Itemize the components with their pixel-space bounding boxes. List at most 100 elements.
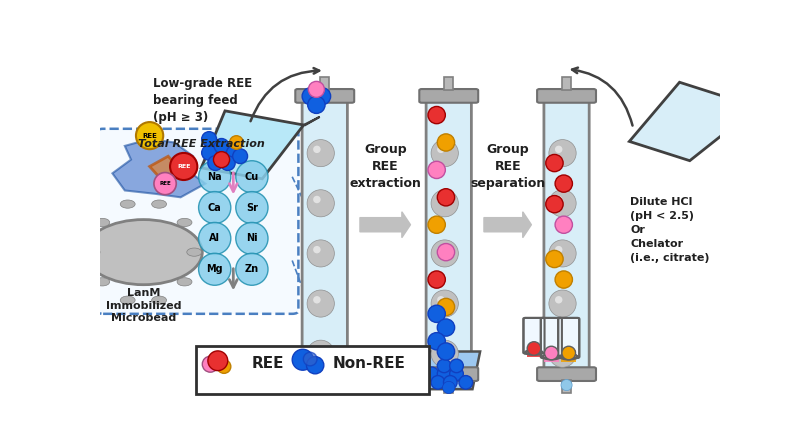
FancyBboxPatch shape xyxy=(558,318,579,358)
Ellipse shape xyxy=(562,346,575,360)
Ellipse shape xyxy=(549,290,576,317)
Ellipse shape xyxy=(438,189,454,206)
Bar xyxy=(445,77,453,90)
Ellipse shape xyxy=(425,367,438,380)
Ellipse shape xyxy=(431,340,458,367)
Text: Sr: Sr xyxy=(246,202,258,213)
Ellipse shape xyxy=(236,161,268,193)
Ellipse shape xyxy=(555,296,562,303)
Bar xyxy=(445,380,453,392)
Ellipse shape xyxy=(431,140,458,167)
Ellipse shape xyxy=(307,290,334,317)
Ellipse shape xyxy=(214,138,229,154)
Ellipse shape xyxy=(546,195,563,213)
Bar xyxy=(321,77,329,90)
Ellipse shape xyxy=(307,340,334,367)
Ellipse shape xyxy=(561,380,572,391)
Ellipse shape xyxy=(202,132,217,146)
Text: Non-REE: Non-REE xyxy=(333,356,406,371)
Ellipse shape xyxy=(306,356,324,374)
Ellipse shape xyxy=(198,222,231,255)
Ellipse shape xyxy=(555,146,562,153)
Ellipse shape xyxy=(438,343,454,360)
Ellipse shape xyxy=(437,346,445,354)
Ellipse shape xyxy=(542,354,560,360)
Text: REE: REE xyxy=(159,181,171,186)
FancyBboxPatch shape xyxy=(537,89,596,103)
Circle shape xyxy=(186,248,202,256)
Text: Group
REE
separation: Group REE separation xyxy=(470,143,546,190)
Ellipse shape xyxy=(233,149,247,164)
Ellipse shape xyxy=(313,296,321,303)
Ellipse shape xyxy=(302,88,319,105)
Ellipse shape xyxy=(217,360,231,373)
Text: Al: Al xyxy=(210,234,220,243)
Ellipse shape xyxy=(555,271,573,288)
Circle shape xyxy=(95,218,110,227)
Ellipse shape xyxy=(303,352,317,366)
Text: Zn: Zn xyxy=(245,264,259,274)
Ellipse shape xyxy=(549,140,576,167)
Ellipse shape xyxy=(313,196,321,203)
Circle shape xyxy=(120,296,135,304)
Ellipse shape xyxy=(230,136,243,149)
Ellipse shape xyxy=(428,216,446,233)
Ellipse shape xyxy=(428,305,446,323)
Ellipse shape xyxy=(545,346,558,360)
Circle shape xyxy=(177,218,192,227)
Ellipse shape xyxy=(442,381,455,394)
FancyBboxPatch shape xyxy=(426,100,471,370)
Polygon shape xyxy=(304,117,320,125)
Ellipse shape xyxy=(428,161,446,178)
Text: Low-grade REE
bearing feed
(pH ≥ 3): Low-grade REE bearing feed (pH ≥ 3) xyxy=(153,77,252,125)
Ellipse shape xyxy=(549,190,576,217)
FancyBboxPatch shape xyxy=(419,367,478,381)
Ellipse shape xyxy=(236,222,268,255)
Circle shape xyxy=(95,278,110,286)
FancyBboxPatch shape xyxy=(196,346,429,394)
Circle shape xyxy=(85,219,202,285)
Circle shape xyxy=(177,278,192,286)
FancyBboxPatch shape xyxy=(295,367,354,381)
Ellipse shape xyxy=(202,146,217,160)
Ellipse shape xyxy=(208,156,222,170)
Text: Na: Na xyxy=(207,172,222,182)
Polygon shape xyxy=(150,156,181,180)
Ellipse shape xyxy=(136,122,163,149)
Ellipse shape xyxy=(198,161,231,193)
Ellipse shape xyxy=(314,88,330,105)
Ellipse shape xyxy=(437,196,445,203)
Ellipse shape xyxy=(438,359,451,372)
Ellipse shape xyxy=(307,140,334,167)
Bar xyxy=(526,346,542,357)
Polygon shape xyxy=(412,352,480,389)
Ellipse shape xyxy=(527,342,541,355)
Bar xyxy=(562,380,571,392)
FancyBboxPatch shape xyxy=(544,100,589,370)
Text: REE: REE xyxy=(142,133,157,139)
Ellipse shape xyxy=(438,319,454,336)
Ellipse shape xyxy=(154,173,176,195)
Ellipse shape xyxy=(202,356,218,372)
Ellipse shape xyxy=(198,192,231,223)
Ellipse shape xyxy=(555,346,562,354)
FancyBboxPatch shape xyxy=(523,318,545,353)
Ellipse shape xyxy=(546,154,563,172)
Ellipse shape xyxy=(428,106,446,124)
Text: Ni: Ni xyxy=(246,234,258,243)
Ellipse shape xyxy=(437,296,445,303)
Text: Mg: Mg xyxy=(206,264,223,274)
Circle shape xyxy=(152,296,166,304)
Ellipse shape xyxy=(236,192,268,223)
Circle shape xyxy=(120,200,135,208)
Ellipse shape xyxy=(555,216,573,233)
FancyBboxPatch shape xyxy=(537,367,596,381)
FancyBboxPatch shape xyxy=(97,129,298,314)
Ellipse shape xyxy=(555,196,562,203)
Bar xyxy=(562,77,571,90)
Ellipse shape xyxy=(313,246,321,253)
Ellipse shape xyxy=(546,251,563,267)
Ellipse shape xyxy=(170,153,198,180)
Ellipse shape xyxy=(549,240,576,267)
Ellipse shape xyxy=(208,351,228,371)
